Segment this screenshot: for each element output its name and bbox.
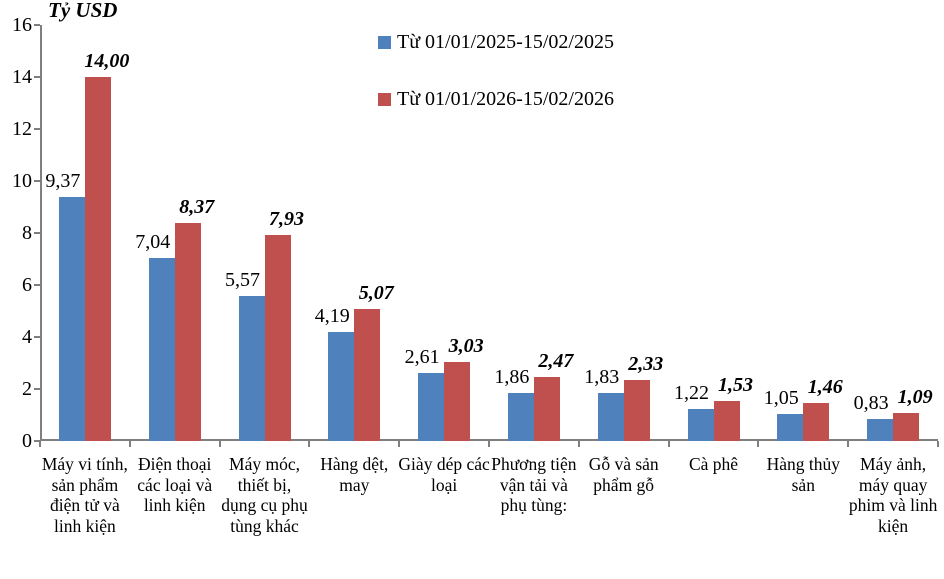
y-axis-unit-label: Tỷ USD [48, 0, 118, 22]
bar-value-label: 0,83 [853, 392, 889, 415]
bar [713, 401, 740, 441]
x-tick-mark [218, 441, 221, 447]
y-tick-mark [34, 440, 40, 442]
bar [867, 419, 894, 441]
bar-value-label: 1,83 [584, 366, 620, 389]
x-category-label: Điện thoại các loại và linh kiện [137, 454, 213, 516]
x-category-label: Giày dép các loại [398, 454, 490, 495]
bar-value-label: 4,19 [314, 305, 350, 328]
bar-value-label: 14,00 [84, 50, 130, 72]
bar-value-label: 2,47 [538, 349, 574, 372]
y-tick-label: 6 [22, 274, 32, 296]
bar-value-label: 5,57 [225, 269, 260, 292]
bar [507, 392, 534, 441]
x-tick-mark [128, 441, 131, 447]
bar-value-label: 2,33 [628, 353, 664, 376]
bar [174, 223, 201, 441]
legend-swatch-2025 [378, 35, 391, 49]
x-tick-mark [39, 441, 41, 447]
bar [777, 413, 804, 441]
bar-value-label: 7,04 [135, 230, 171, 253]
bar-value-label: 5,07 [358, 282, 394, 305]
bar [687, 409, 714, 441]
x-category-label: Gỗ và sản phẩm gỗ [588, 454, 659, 495]
bar [533, 376, 560, 441]
x-tick-mark [847, 441, 850, 447]
x-category-label: Hàng thủy sản [766, 454, 840, 495]
bar-value-label: 1,09 [897, 385, 933, 408]
x-tick-mark [398, 441, 401, 447]
y-tick-label: 2 [22, 378, 32, 400]
bar-value-label: 1,46 [807, 376, 843, 399]
x-category-label: Máy vi tính, sản phẩm điện tử và linh ki… [41, 454, 128, 536]
legend-label-2025: Từ 01/01/2025-15/02/2025 [397, 30, 614, 53]
plot-area [40, 25, 938, 441]
bar [803, 403, 830, 441]
bar [148, 257, 175, 441]
bar [354, 309, 381, 441]
x-tick-mark [937, 441, 939, 447]
bar-value-label: 3,03 [448, 335, 484, 358]
y-tick-label: 10 [12, 170, 32, 192]
y-tick-mark [34, 336, 40, 338]
y-tick-mark [34, 232, 40, 234]
bar [238, 296, 265, 441]
legend: Từ 01/01/2025-15/02/2025 Từ 01/01/2026-1… [378, 30, 614, 144]
y-tick-mark [34, 284, 40, 286]
legend-label-2026: Từ 01/01/2026-15/02/2026 [397, 87, 614, 110]
bar-value-label: 7,93 [269, 207, 304, 230]
y-tick-label: 14 [12, 66, 32, 88]
bar-value-label: 1,22 [674, 382, 709, 405]
y-tick-label: 4 [22, 326, 32, 348]
y-tick-label: 0 [22, 430, 32, 452]
x-category-label: Phương tiện vận tải và phụ tùng: [491, 454, 577, 516]
y-tick-label: 16 [12, 14, 32, 36]
bar [84, 77, 111, 441]
bar-value-label: 9,37 [45, 170, 81, 193]
y-tick-mark [34, 388, 40, 390]
bar [444, 362, 471, 441]
x-category-label: Máy ảnh, máy quay phim và linh kiện [848, 454, 938, 536]
legend-swatch-2026 [378, 92, 391, 106]
bar [597, 393, 624, 441]
y-tick-label: 12 [12, 118, 32, 140]
x-category-label: Hàng dệt, may [320, 454, 389, 495]
y-tick-label: 8 [22, 222, 32, 244]
y-tick-mark [34, 128, 40, 130]
x-category-label: Máy móc, thiết bị, dụng cụ phụ tùng khác [221, 454, 308, 536]
x-tick-mark [577, 441, 580, 447]
legend-item-period-2025: Từ 01/01/2025-15/02/2025 [378, 30, 614, 54]
bar-value-label: 2,61 [404, 346, 440, 369]
bar [893, 412, 920, 441]
bar [623, 380, 650, 441]
bar [264, 234, 291, 441]
bar-value-label: 1,86 [494, 365, 530, 388]
y-tick-mark [34, 24, 40, 26]
bar-value-label: 1,05 [763, 386, 799, 409]
bar-value-label: 1,53 [718, 374, 753, 397]
y-tick-mark [34, 76, 40, 78]
x-tick-mark [667, 441, 670, 447]
x-tick-mark [757, 441, 760, 447]
x-tick-mark [308, 441, 311, 447]
x-tick-mark [488, 441, 490, 447]
legend-item-period-2026: Từ 01/01/2026-15/02/2026 [378, 87, 614, 111]
bar [328, 332, 355, 441]
x-category-label: Cà phê [688, 454, 739, 474]
bar [418, 373, 445, 441]
bar [58, 197, 85, 441]
bar-value-label: 8,37 [179, 196, 215, 219]
y-tick-mark [34, 180, 40, 182]
